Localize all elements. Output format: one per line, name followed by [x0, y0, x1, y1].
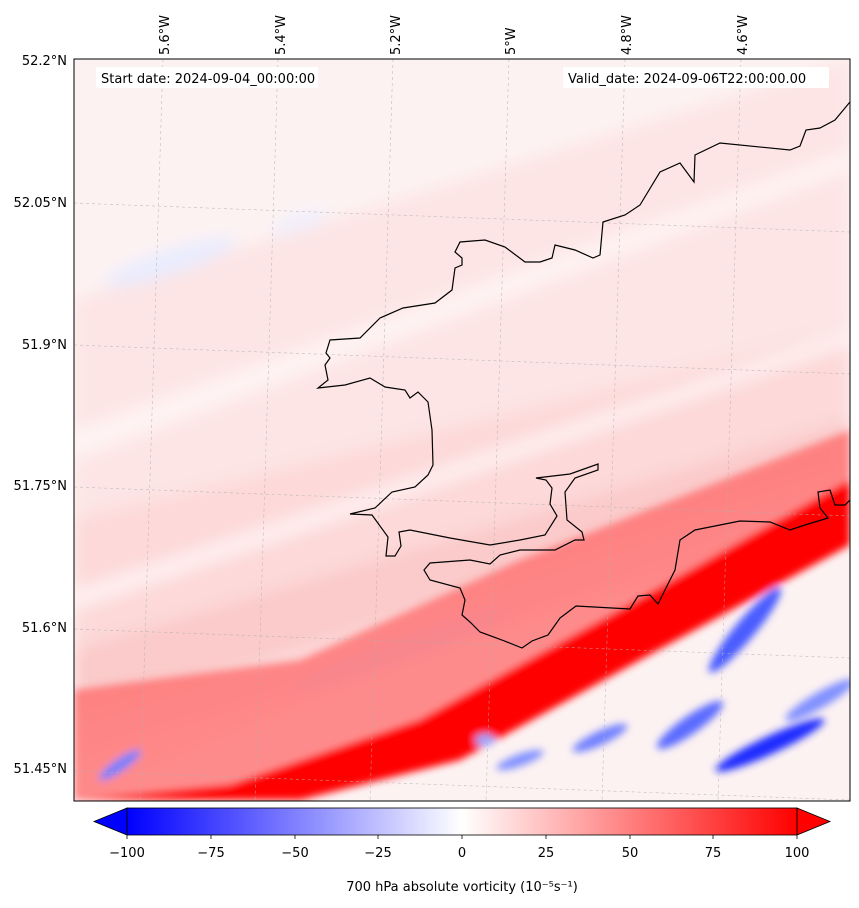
valid-date-box — [563, 67, 829, 88]
colorbar-tick: −100 — [109, 846, 145, 861]
negative-vorticity-pocket — [708, 587, 782, 673]
lat-label: 52.05°N — [14, 196, 67, 211]
graticule — [74, 59, 850, 801]
colorbar: −100 −75 −50 −25 0 25 50 75 100 700 hPa … — [92, 807, 832, 895]
lon-label: 5.6°W — [158, 15, 173, 55]
map-panel — [74, 59, 850, 801]
colorbar-tick: 0 — [458, 846, 466, 861]
colorbar-max-extend — [796, 807, 832, 836]
colorbar-tick: 25 — [538, 846, 555, 861]
start-date-label: Start date: 2024-09-04_00:00:00 — [101, 72, 315, 87]
valid-date-label: Valid_date: 2024-09-06T22:00:00.00 — [568, 72, 806, 87]
lon-label: 5.2°W — [389, 15, 404, 55]
colorbar-tick: 50 — [622, 846, 639, 861]
latitude-labels: 52.2°N 52.05°N 51.9°N 51.75°N 51.6°N 51.… — [14, 54, 67, 777]
lon-label: 5°W — [504, 27, 519, 55]
colorbar-tick: −50 — [281, 846, 308, 861]
colorbar-min-extend — [92, 807, 128, 836]
colorbar-label: 700 hPa absolute vorticity (10⁻⁵s⁻¹) — [346, 880, 578, 895]
colorbar-tick: 100 — [785, 846, 810, 861]
lat-label: 51.9°N — [22, 338, 67, 353]
map-frame — [73, 58, 851, 802]
colorbar-gradient — [127, 808, 797, 835]
lon-label: 4.6°W — [736, 15, 751, 55]
strong-vorticity-band — [74, 480, 850, 800]
longitude-labels: 5.6°W 5.4°W 5.2°W 5°W 4.8°W 4.6°W — [158, 15, 751, 55]
lat-label: 51.75°N — [14, 479, 67, 494]
colorbar-tick: −25 — [364, 846, 391, 861]
coastline — [316, 101, 850, 649]
lat-label: 52.2°N — [22, 54, 67, 69]
lat-label: 51.6°N — [22, 621, 67, 636]
lat-label: 51.45°N — [14, 762, 67, 777]
colorbar-tick: 75 — [705, 846, 722, 861]
colorbar-tick: −75 — [197, 846, 224, 861]
lon-label: 4.8°W — [620, 15, 635, 55]
lon-label: 5.4°W — [274, 15, 289, 55]
start-date-box — [96, 67, 318, 88]
